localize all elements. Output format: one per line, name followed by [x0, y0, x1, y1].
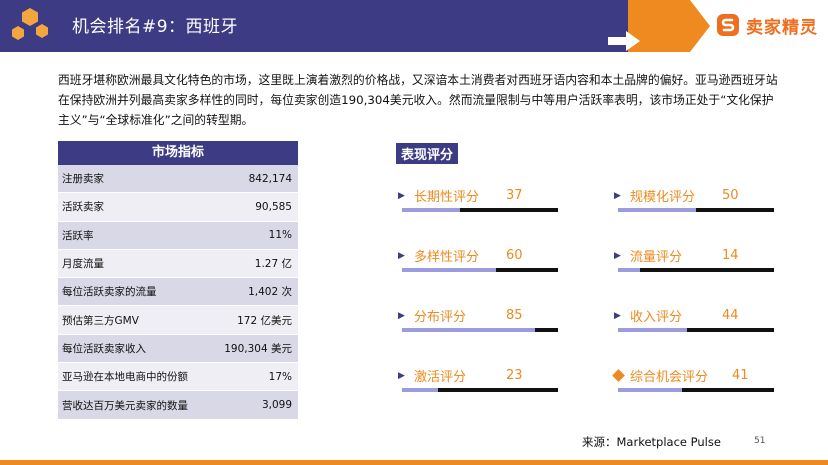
- score-value: 37: [506, 188, 523, 203]
- scores-heading: 表现评分: [396, 143, 459, 164]
- score-value: 50: [722, 188, 739, 203]
- table-row: 月度流量 1.27 亿: [58, 249, 298, 279]
- score-item: ▶ 收入评分 44: [614, 306, 774, 338]
- score-item: ▶ 分布评分 85: [398, 306, 558, 338]
- score-label: 激活评分: [414, 370, 467, 385]
- table-row: 亚马逊在本地电商中的份额 17%: [58, 363, 298, 392]
- triangle-bullet-icon: ▶: [614, 250, 621, 261]
- metric-value: 842,174: [248, 172, 292, 185]
- metric-value: 1.27 亿: [254, 258, 292, 271]
- page-title: 机会排名#9：西班牙: [72, 17, 239, 37]
- metric-value: 90,585: [255, 200, 292, 213]
- score-label: 规模化评分: [630, 190, 696, 205]
- metric-value: 11%: [268, 229, 292, 242]
- brand-name: 卖家精灵: [746, 17, 818, 38]
- score-label: 流量评分: [630, 250, 683, 265]
- score-item: ▶ 激活评分 23: [398, 366, 558, 398]
- intro-paragraph: 西班牙堪称欧洲最具文化特色的市场，这里既上演着激烈的价格战，又深谙本土消费者对西…: [58, 73, 778, 127]
- table-row: 活跃率 11%: [58, 221, 298, 250]
- score-value: 85: [506, 308, 523, 323]
- score-bar-fill: [402, 208, 460, 212]
- score-bar-fill: [618, 388, 682, 392]
- source-note: 来源：Marketplace Pulse: [582, 435, 721, 449]
- metric-value: 172 亿美元: [237, 314, 292, 327]
- triangle-bullet-icon: ▶: [614, 310, 621, 321]
- score-item: ▶ 规模化评分 50: [614, 186, 774, 218]
- score-value: 44: [722, 308, 739, 323]
- brand-s-icon: [717, 14, 739, 36]
- table-row: 每位活跃卖家收入 190,304 美元: [58, 334, 298, 364]
- score-label: 收入评分: [630, 310, 683, 325]
- table-row: 预估第三方GMV 172 亿美元: [58, 306, 298, 335]
- header-chevron: [690, 0, 710, 52]
- triangle-bullet-icon: ▶: [398, 370, 405, 381]
- arrow-right-icon: [608, 31, 640, 51]
- metric-label: 营收达百万美元卖家的数量: [62, 399, 188, 412]
- metric-value: 3,099: [261, 399, 292, 412]
- score-bar-fill: [402, 268, 496, 272]
- score-value: 41: [732, 368, 749, 383]
- table-header: 市场指标: [58, 141, 298, 165]
- score-item: ▶ 多样性评分 60: [398, 246, 558, 278]
- brand-logo: 卖家精灵: [716, 11, 818, 39]
- score-bar: [618, 388, 774, 392]
- market-metrics-table: 市场指标 注册卖家 842,174 活跃卖家 90,585 活跃率 11% 月度流量 1.27…: [58, 141, 298, 420]
- metric-label: 预估第三方GMV: [62, 314, 139, 327]
- triangle-bullet-icon: ▶: [398, 250, 405, 261]
- score-bar: [402, 328, 558, 332]
- metric-value: 190,304 美元: [224, 342, 292, 355]
- score-bar: [618, 268, 774, 272]
- metric-label: 活跃卖家: [62, 201, 104, 214]
- metric-label: 注册卖家: [62, 173, 104, 186]
- score-label: 多样性评分: [414, 250, 480, 265]
- score-label: 综合机会评分: [630, 370, 709, 385]
- score-bar: [402, 268, 558, 272]
- diamond-icon: [612, 369, 625, 382]
- table-row: 每位活跃卖家的流量 1,402 次: [58, 278, 298, 307]
- score-bar-fill: [618, 208, 696, 212]
- page-number: 51: [754, 436, 766, 446]
- metric-value: 1,402 次: [248, 286, 292, 299]
- triangle-bullet-icon: ▶: [398, 310, 405, 321]
- metric-label: 每位活跃卖家收入: [62, 342, 146, 355]
- triangle-bullet-icon: ▶: [398, 190, 405, 201]
- metric-value: 17%: [268, 370, 292, 383]
- score-value: 14: [722, 248, 739, 263]
- table-body: 注册卖家 842,174 活跃卖家 90,585 活跃率 11% 月度流量 1.27 亿每位活…: [58, 165, 298, 420]
- score-bar: [402, 208, 558, 212]
- score-bar: [402, 388, 558, 392]
- score-item: ▶ 流量评分 14: [614, 246, 774, 278]
- bottom-divider: [0, 460, 828, 465]
- table-row: 注册卖家 842,174: [58, 165, 298, 194]
- table-row: 活跃卖家 90,585: [58, 193, 298, 222]
- hexagons-icon: [12, 8, 48, 40]
- score-label: 分布评分: [414, 310, 467, 325]
- header-bar: 机会排名#9：西班牙 卖家精灵: [0, 0, 828, 52]
- table-row: 营收达百万美元卖家的数量 3,099: [58, 391, 298, 420]
- score-bar-fill: [402, 388, 438, 392]
- score-bar: [618, 208, 774, 212]
- metric-label: 亚马逊在本地电商中的份额: [62, 371, 188, 384]
- metric-label: 月度流量: [62, 258, 104, 271]
- score-label: 长期性评分: [414, 190, 480, 205]
- metric-label: 每位活跃卖家的流量: [62, 286, 157, 299]
- score-value: 23: [506, 368, 523, 383]
- score-item: 综合机会评分 41: [612, 366, 774, 398]
- metric-label: 活跃率: [62, 229, 94, 242]
- score-item: ▶ 长期性评分 37: [398, 186, 558, 218]
- score-bar-fill: [618, 328, 687, 332]
- score-bar-fill: [402, 328, 535, 332]
- score-bar: [618, 328, 774, 332]
- header-band: [0, 0, 640, 52]
- triangle-bullet-icon: ▶: [614, 190, 621, 201]
- header-accent-band: [628, 0, 690, 52]
- score-value: 60: [506, 248, 523, 263]
- score-bar-fill: [618, 268, 640, 272]
